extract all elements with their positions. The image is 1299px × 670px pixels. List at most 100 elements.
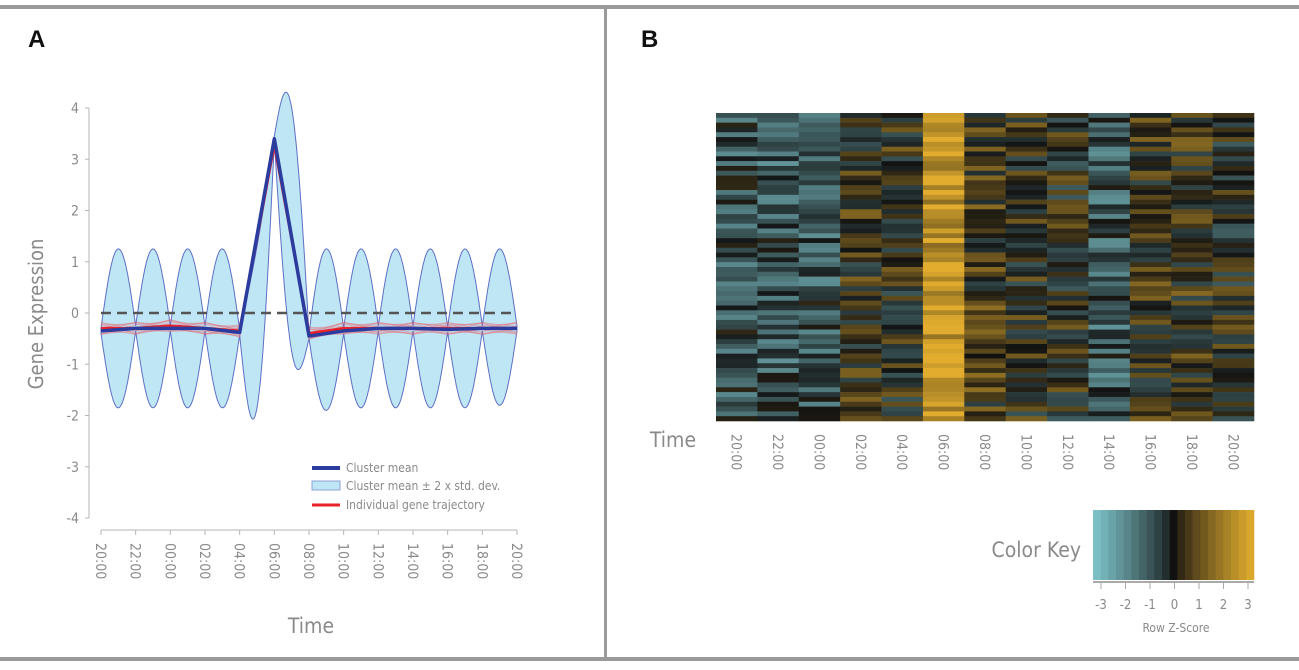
heatmap-cell — [1088, 165, 1131, 172]
heatmap-cell — [922, 223, 965, 229]
heatmap-cell — [1171, 214, 1213, 220]
heatmap-cell — [881, 372, 924, 378]
heatmap-cell — [964, 233, 1006, 239]
heatmap-cell — [840, 214, 882, 220]
heatmap-cell — [881, 267, 924, 273]
heatmap-cell — [964, 411, 1006, 417]
heatmap-cell — [1171, 194, 1213, 200]
heatmap-x-tick-label: 00:00 — [810, 434, 826, 470]
heatmap-cell — [964, 137, 1006, 143]
heatmap-cell — [716, 209, 758, 215]
heatmap-cell — [757, 257, 800, 263]
heatmap-cell — [840, 233, 882, 239]
heatmap-cell — [922, 199, 965, 205]
heatmap-cell — [964, 242, 1006, 249]
heatmap-cell — [1212, 271, 1255, 277]
heatmap-cell — [1212, 137, 1255, 143]
heatmap-cell — [1047, 161, 1089, 167]
heatmap-cell — [1088, 137, 1131, 143]
heatmap-cell — [1212, 339, 1255, 345]
heatmap-cell — [964, 185, 1006, 191]
heatmap-cell — [757, 377, 800, 383]
heatmap-cell — [716, 247, 758, 253]
heatmap-cell — [1171, 113, 1213, 119]
heatmap-cell — [757, 353, 800, 359]
heatmap-cell — [1005, 194, 1048, 200]
heatmap-cell — [1005, 218, 1048, 224]
heatmap-cell — [964, 267, 1006, 273]
heatmap-cell — [1047, 387, 1089, 393]
heatmap-cell — [1005, 137, 1048, 143]
heatmap-cell — [1212, 416, 1255, 422]
heatmap-cell — [757, 113, 800, 119]
heatmap-cell — [1088, 209, 1131, 215]
heatmap-cell — [1171, 286, 1213, 292]
color-key-swatch — [1139, 510, 1147, 580]
color-key-tick-label: 3 — [1244, 598, 1251, 613]
heatmap-cell — [1129, 262, 1172, 268]
heatmap-cell — [757, 242, 800, 249]
heatmap-cell — [922, 353, 965, 359]
heatmap-cell — [1171, 291, 1213, 297]
heatmap-cell — [798, 358, 841, 364]
heatmap-cell — [716, 117, 758, 123]
heatmap-cell — [757, 310, 800, 316]
heatmap-cell — [922, 214, 965, 220]
heatmap-cell — [1171, 416, 1213, 422]
heatmap-cell — [798, 267, 841, 273]
heatmap-cell — [798, 137, 841, 143]
heatmap-cell — [757, 165, 800, 172]
heatmap-cell — [1088, 132, 1131, 138]
heatmap-cell — [881, 387, 924, 393]
heatmap-cell — [757, 329, 800, 335]
heatmap-cell — [1047, 117, 1089, 123]
top-border — [0, 5, 1299, 9]
heatmap-x-tick-label: 04:00 — [893, 434, 909, 470]
heatmap-cell — [1171, 252, 1213, 258]
heatmap-cell — [881, 132, 924, 138]
heatmap-cell — [1005, 257, 1048, 263]
heatmap-cell — [1088, 334, 1131, 340]
heatmap-cell — [922, 396, 965, 403]
x-tick-label: 00:00 — [161, 543, 177, 579]
heatmap-cell — [922, 146, 965, 152]
heatmap-cell — [1129, 180, 1172, 186]
heatmap-cell — [1047, 242, 1089, 249]
heatmap-cell — [798, 252, 841, 258]
heatmap-cell — [964, 190, 1006, 196]
heatmap-cell — [840, 170, 882, 176]
heatmap-cell — [1171, 329, 1213, 335]
heatmap-cell — [840, 156, 882, 162]
heatmap-cell — [964, 315, 1006, 321]
heatmap-cell — [1212, 262, 1255, 268]
heatmap-cell — [922, 156, 965, 162]
heatmap-x-tick-label: 08:00 — [976, 434, 992, 470]
heatmap-cell — [757, 319, 800, 326]
heatmap-cell — [1129, 276, 1172, 282]
heatmap-cell — [1088, 291, 1131, 297]
heatmap-cell — [922, 161, 965, 167]
heatmap-cell — [1129, 156, 1172, 162]
heatmap-cell — [1171, 377, 1213, 383]
heatmap-cell — [1047, 372, 1089, 378]
heatmap-cell — [1005, 199, 1048, 205]
legend-swatch-band — [311, 480, 341, 491]
heatmap-cell — [757, 218, 800, 224]
heatmap-cell — [1088, 151, 1131, 157]
heatmap-cell — [798, 339, 841, 345]
heatmap-cell — [798, 161, 841, 167]
heatmap-cell — [757, 363, 800, 369]
heatmap-cell — [1171, 141, 1213, 147]
std-dev-band — [100, 91, 518, 420]
heatmap-cell — [757, 194, 800, 200]
heatmap-cell — [1129, 194, 1172, 200]
heatmap-cell — [1129, 132, 1172, 138]
heatmap-cell — [1212, 151, 1255, 157]
heatmap-cell — [964, 276, 1006, 282]
heatmap-cell — [1005, 295, 1048, 301]
heatmap-cell — [716, 204, 758, 210]
color-key-tick-label: 0 — [1171, 598, 1178, 613]
heatmap-cell — [757, 372, 800, 378]
heatmap-cell — [881, 141, 924, 147]
heatmap-cell — [964, 281, 1006, 287]
